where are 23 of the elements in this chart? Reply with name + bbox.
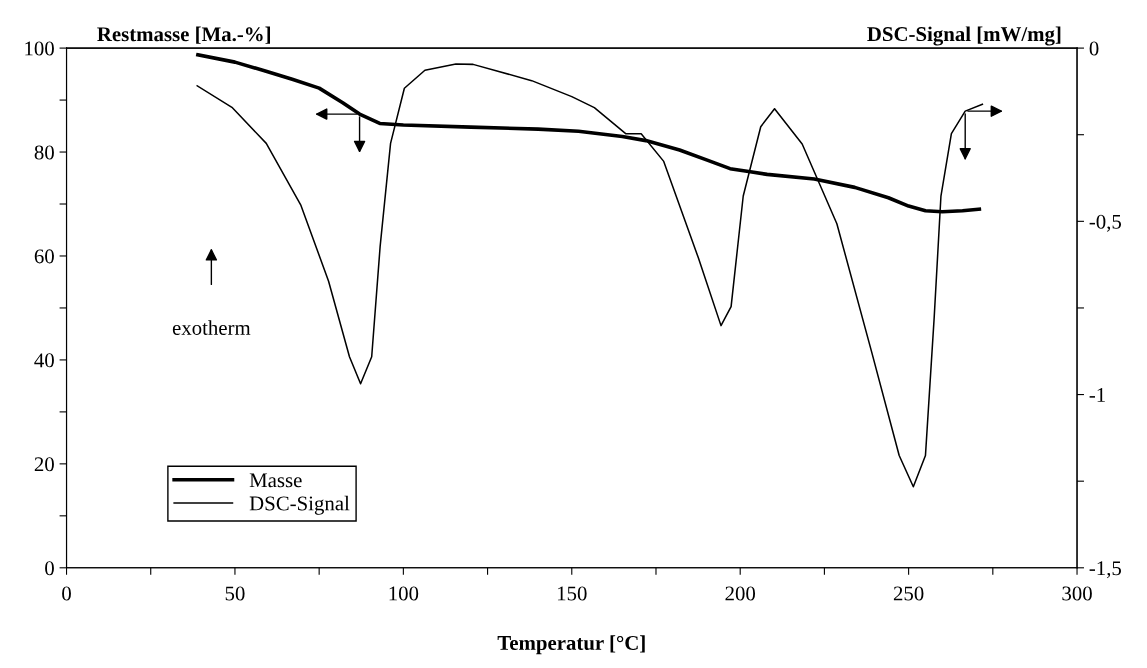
x-tick-label: 250 xyxy=(893,586,924,601)
x-tick-label: 150 xyxy=(557,586,587,601)
y2-tick-label: -1 xyxy=(1089,388,1105,402)
y2-tick-label: -1,5 xyxy=(1089,561,1121,579)
annotation: exotherm xyxy=(172,320,251,335)
y-tick-label: 20 xyxy=(34,457,54,472)
y-tick-label: 100 xyxy=(25,41,54,56)
y-tick-label: 60 xyxy=(34,249,54,264)
x-axis-title: Temperatur [°C] xyxy=(497,635,645,655)
y2-tick-label: 0 xyxy=(1089,41,1099,56)
x-tick-label: 100 xyxy=(389,586,419,601)
x-tick-label: 300 xyxy=(1062,586,1092,601)
y2-tick-label: -0,5 xyxy=(1089,214,1121,232)
legend-label: DSC-Signal xyxy=(249,495,350,515)
y-tick-label: 80 xyxy=(34,145,54,160)
y-tick-label: 0 xyxy=(45,561,54,576)
x-tick-label: 200 xyxy=(725,586,756,601)
y2-axis-title: DSC-Signal [mW/mg] xyxy=(867,26,1061,46)
y-axis-title: Restmasse [Ma.-%] xyxy=(97,26,271,44)
x-tick-label: 0 xyxy=(62,586,71,601)
legend-label: Masse xyxy=(249,473,302,488)
y-tick-label: 40 xyxy=(34,353,54,368)
x-tick-label: 50 xyxy=(225,586,245,601)
